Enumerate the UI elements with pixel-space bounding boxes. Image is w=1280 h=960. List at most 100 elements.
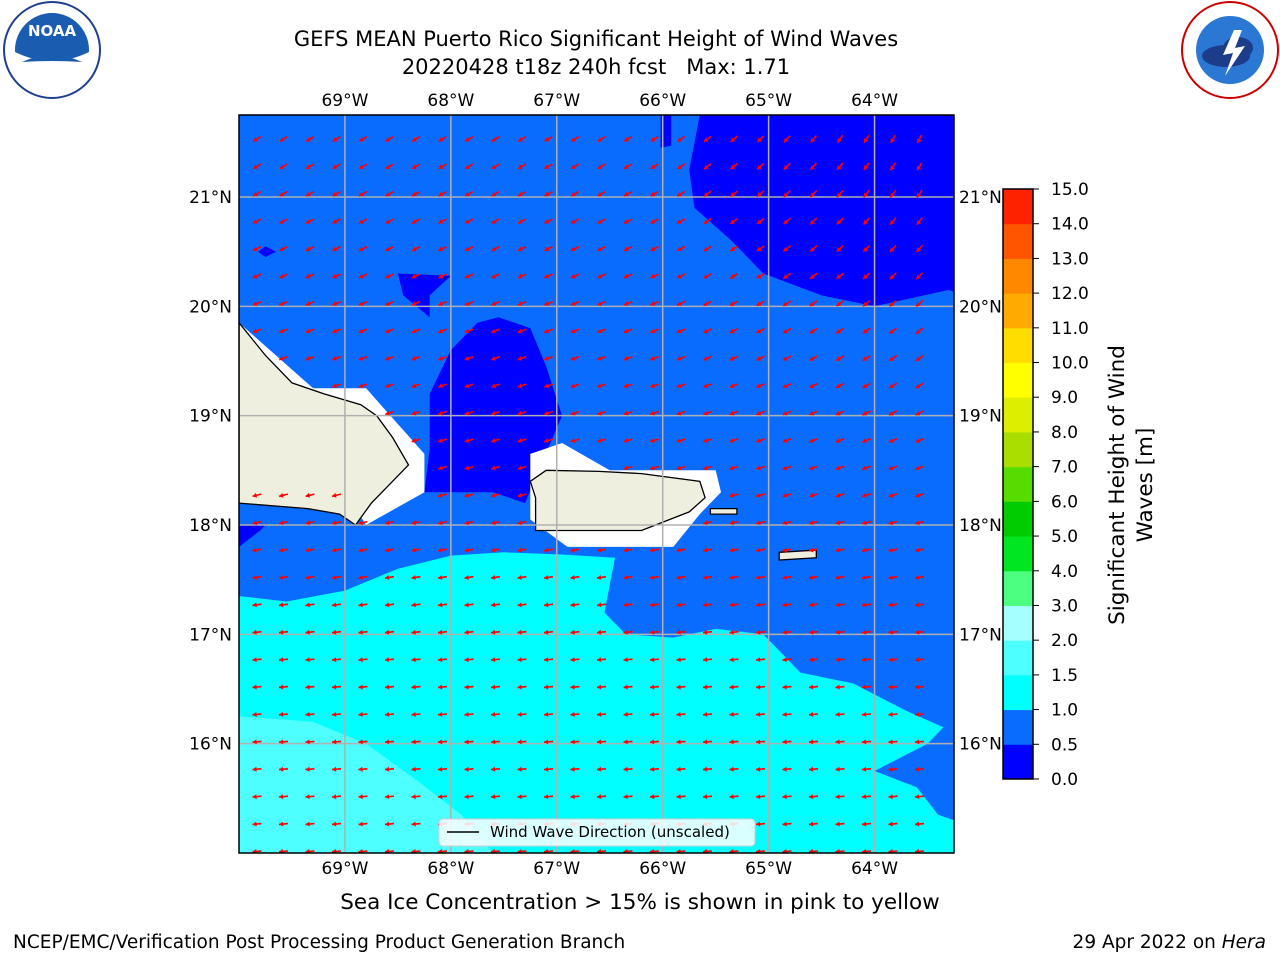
wave-arrow-head: [411, 410, 417, 416]
wave-arrow-head: [809, 657, 814, 663]
wave-arrow-head: [783, 137, 789, 143]
wave-arrow-head: [624, 164, 629, 169]
wave-arrow-head: [491, 383, 496, 389]
wave-arrow-head: [703, 712, 708, 717]
wave-arrow-head: [332, 301, 337, 306]
wave-arrow-head: [650, 657, 655, 663]
wave-arrow-head: [306, 137, 311, 142]
wave-arrow-head: [835, 629, 840, 635]
wave-arrow-head: [835, 602, 840, 608]
lat-tick-left: 19°N: [189, 407, 232, 427]
wave-arrow-head: [385, 739, 390, 745]
wave-arrow-head: [411, 657, 416, 663]
wave-arrow-head: [862, 356, 868, 361]
wave-arrow-head: [571, 191, 576, 197]
wave-arrow-head: [570, 273, 576, 279]
wave-arrow-head: [729, 356, 735, 361]
wave-arrow-head: [729, 465, 735, 471]
wave-arrow-head: [915, 547, 920, 553]
wave-arrow-head: [411, 766, 416, 772]
wave-arrow-head: [677, 274, 682, 279]
wave-arrow-head: [412, 219, 417, 224]
wave-arrow-head: [729, 410, 735, 416]
wave-arrow-head: [703, 739, 708, 745]
colorbar-tick-label: 8.0: [1051, 423, 1078, 443]
wave-arrow-head: [438, 684, 443, 690]
wave-arrow-head: [279, 246, 285, 252]
wave-arrow-head: [835, 492, 841, 498]
wave-arrow-head: [359, 219, 364, 224]
wave-arrow-head: [597, 602, 602, 608]
colorbar-swatch: [1003, 501, 1033, 537]
wave-arrow-head: [465, 137, 470, 142]
wave-arrow-head: [358, 547, 363, 553]
wave-arrow-head: [597, 383, 602, 389]
wave-arrow-head: [862, 411, 868, 416]
wave-arrow-head: [782, 602, 787, 608]
wave-arrow-head: [570, 356, 576, 361]
wave-arrow-head: [464, 684, 469, 690]
wave-arrow-head: [676, 356, 682, 361]
wave-arrow-head: [597, 273, 603, 279]
wave-arrow-head: [517, 356, 523, 361]
wave-arrow-head: [676, 657, 681, 663]
wave-arrow-head: [809, 328, 815, 334]
wave-arrow-head: [279, 301, 284, 306]
wave-arrow-head: [888, 684, 893, 690]
wave-arrow-head: [464, 438, 470, 443]
wave-arrow-head: [358, 629, 363, 635]
wave-arrow-head: [623, 739, 628, 745]
wave-arrow-head: [412, 164, 417, 169]
wave-arrow-head: [597, 547, 602, 553]
wave-arrow-head: [358, 657, 363, 663]
wave-arrow-head: [597, 164, 603, 169]
wave-arrow-head: [570, 766, 575, 772]
wave-arrow-head: [411, 602, 416, 608]
wave-arrow-head: [571, 164, 576, 169]
wave-arrow-head: [676, 465, 682, 471]
wave-arrow-head: [810, 165, 815, 170]
wave-arrow-head: [676, 547, 681, 553]
axis-ticks: 69°W 69°W 68°W 68°W 67°W 67°W 66°W 66°W 65°W 65°W…: [189, 91, 1002, 879]
wave-arrow-head: [464, 301, 470, 306]
wave-arrow-head: [358, 849, 363, 853]
wave-arrow-head: [279, 356, 284, 361]
wave-arrow-head: [305, 301, 311, 306]
wave-arrow-head: [491, 739, 496, 745]
wave-arrow-head: [252, 492, 258, 498]
wave-arrow-head: [835, 465, 841, 471]
colorbar-swatch: [1003, 744, 1033, 780]
wave-arrow-head: [358, 520, 363, 526]
wave-arrow-head: [411, 547, 416, 553]
footer-producer: NCEP/EMC/Verification Post Processing Pr…: [13, 932, 626, 953]
wave-arrow-head: [252, 301, 258, 306]
wave-arrow-head: [411, 712, 416, 717]
wave-arrow-head: [676, 766, 681, 772]
wave-arrow-head: [358, 301, 364, 306]
colorbar-swatch: [1003, 431, 1033, 468]
wave-arrow-head: [756, 492, 761, 498]
wave-arrow-head: [464, 849, 469, 853]
wave-arrow-head: [517, 575, 522, 580]
wave-arrow-head: [544, 246, 550, 252]
wave-arrow-head: [517, 629, 522, 635]
wave-arrow-head: [438, 301, 443, 306]
wave-arrow-head: [279, 164, 285, 169]
colorbar-label-line1: Significant Height of Wind: [1105, 345, 1130, 625]
wave-arrow-head: [517, 739, 522, 745]
wave-arrow-head: [809, 492, 814, 498]
wave-arrow-head: [412, 191, 417, 197]
colorbar-label-line2: Waves [m]: [1133, 428, 1158, 543]
wave-arrow-head: [491, 328, 496, 334]
wave-arrow-head: [464, 356, 470, 361]
wave-arrow-head: [491, 246, 497, 252]
wave-arrow-head: [915, 411, 921, 416]
wave-arrow-head: [888, 602, 893, 608]
wave-arrow-head: [862, 383, 868, 388]
wave-arrow-head: [491, 520, 496, 526]
wave-arrow-head: [358, 575, 363, 580]
wave-arrow-head: [438, 219, 444, 224]
wave-arrow-head: [623, 684, 628, 690]
wave-arrow-head: [332, 273, 338, 279]
wave-arrow-head: [915, 684, 920, 690]
